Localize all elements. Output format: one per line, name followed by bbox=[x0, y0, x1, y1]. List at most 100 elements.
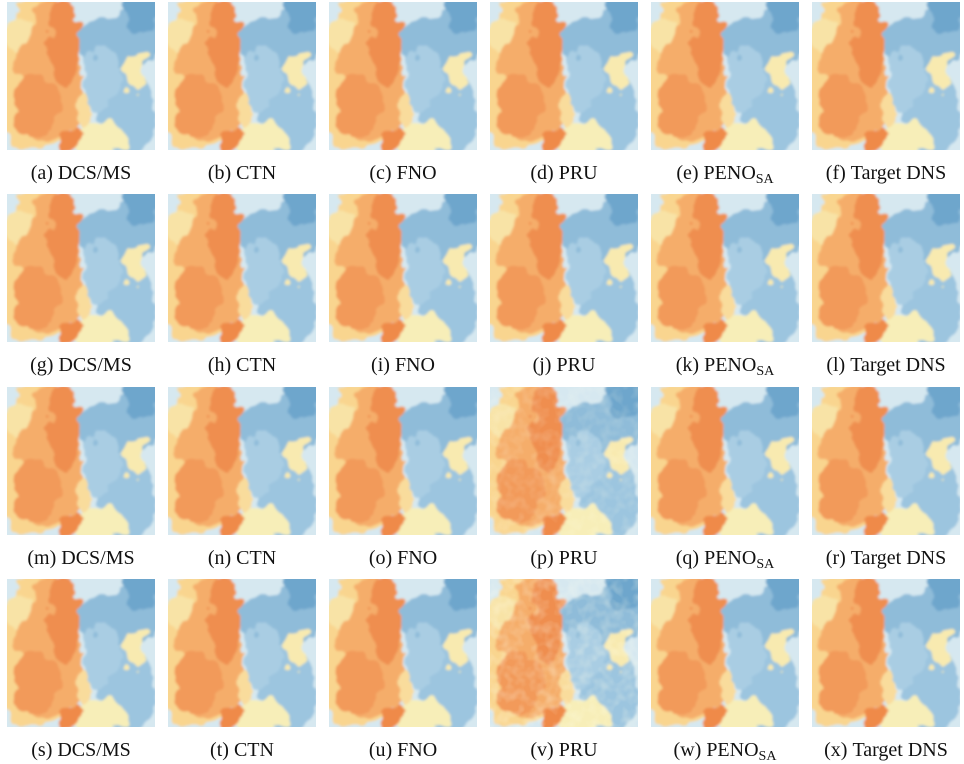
caption-letter: (b) bbox=[208, 162, 231, 184]
field-shapes bbox=[812, 579, 960, 727]
caption-letter: (s) bbox=[31, 739, 52, 761]
caption: (q) PENOSA bbox=[676, 547, 775, 572]
caption: (g) DCS/MS bbox=[30, 354, 132, 376]
caption-name: FNO bbox=[397, 547, 437, 569]
field-pattern bbox=[168, 2, 316, 150]
field-pattern bbox=[168, 387, 316, 535]
caption-letter: (h) bbox=[208, 354, 231, 376]
field-shapes bbox=[329, 194, 477, 342]
caption-name: Target DNS bbox=[851, 162, 946, 184]
caption: (a) DCS/MS bbox=[31, 162, 132, 184]
field-shapes bbox=[329, 387, 477, 535]
caption: (f) Target DNS bbox=[826, 162, 946, 184]
caption: (b) CTN bbox=[208, 162, 276, 184]
field-pattern bbox=[651, 579, 799, 727]
caption: (l) Target DNS bbox=[826, 354, 945, 376]
field-image bbox=[329, 579, 477, 727]
caption-name: PENO bbox=[704, 547, 756, 569]
field-image bbox=[329, 387, 477, 535]
caption-name: CTN bbox=[234, 739, 274, 761]
field-image bbox=[168, 194, 316, 342]
caption-letter: (e) bbox=[676, 162, 698, 184]
caption-letter: (u) bbox=[369, 739, 392, 761]
field-image bbox=[651, 2, 799, 150]
field-pattern bbox=[812, 579, 960, 727]
field-pattern bbox=[329, 387, 477, 535]
caption: (p) PRU bbox=[530, 547, 598, 569]
caption-name: CTN bbox=[236, 547, 276, 569]
field-pattern bbox=[651, 194, 799, 342]
field-shapes bbox=[812, 2, 960, 150]
field-shapes bbox=[651, 2, 799, 150]
field-image bbox=[329, 194, 477, 342]
caption-letter: (i) bbox=[371, 354, 390, 376]
caption: (s) DCS/MS bbox=[31, 739, 130, 761]
field-image bbox=[168, 387, 316, 535]
field-shapes bbox=[812, 387, 960, 535]
field-shapes bbox=[168, 194, 316, 342]
field-pattern bbox=[329, 579, 477, 727]
field-image bbox=[329, 2, 477, 150]
caption-letter: (j) bbox=[533, 354, 552, 376]
field-pattern bbox=[329, 194, 477, 342]
field-texture bbox=[490, 387, 638, 535]
field-image bbox=[7, 194, 155, 342]
field-shapes bbox=[651, 194, 799, 342]
field-pattern bbox=[7, 579, 155, 727]
field-pattern bbox=[168, 194, 316, 342]
caption-letter: (q) bbox=[676, 547, 699, 569]
field-pattern bbox=[168, 579, 316, 727]
caption: (j) PRU bbox=[533, 354, 596, 376]
field-image bbox=[812, 194, 960, 342]
field-pattern bbox=[7, 387, 155, 535]
field-pattern bbox=[812, 194, 960, 342]
caption: (o) FNO bbox=[369, 547, 437, 569]
caption-subscript: SA bbox=[756, 557, 775, 572]
caption-name: PENO bbox=[704, 162, 756, 184]
field-shapes bbox=[7, 579, 155, 727]
caption-name: PRU bbox=[559, 547, 598, 569]
caption-name: FNO bbox=[395, 354, 435, 376]
caption: (u) FNO bbox=[369, 739, 437, 761]
caption-letter: (a) bbox=[31, 162, 53, 184]
field-pattern bbox=[651, 387, 799, 535]
field-image bbox=[812, 2, 960, 150]
caption: (w) PENOSA bbox=[674, 739, 778, 764]
caption-letter: (x) bbox=[824, 739, 847, 761]
field-shapes bbox=[329, 2, 477, 150]
field-pattern bbox=[490, 2, 638, 150]
caption-name: CTN bbox=[236, 354, 276, 376]
field-shapes bbox=[490, 194, 638, 342]
caption-letter: (r) bbox=[826, 547, 846, 569]
field-image bbox=[490, 387, 638, 535]
caption-name: Target DNS bbox=[851, 547, 946, 569]
caption: (m) DCS/MS bbox=[27, 547, 134, 569]
field-image bbox=[7, 2, 155, 150]
caption-letter: (o) bbox=[369, 547, 392, 569]
field-shapes bbox=[490, 2, 638, 150]
caption-letter: (n) bbox=[208, 547, 231, 569]
field-shapes bbox=[168, 579, 316, 727]
field-texture bbox=[490, 579, 638, 727]
caption-name: PENO bbox=[704, 354, 756, 376]
caption-letter: (v) bbox=[530, 739, 553, 761]
field-shapes bbox=[7, 194, 155, 342]
caption: (h) CTN bbox=[208, 354, 276, 376]
field-shapes bbox=[329, 579, 477, 727]
caption: (e) PENOSA bbox=[676, 162, 774, 187]
field-shapes bbox=[168, 2, 316, 150]
field-image bbox=[651, 194, 799, 342]
field-shapes bbox=[651, 579, 799, 727]
caption-letter: (k) bbox=[676, 354, 699, 376]
caption-name: Target DNS bbox=[852, 739, 947, 761]
field-shapes bbox=[7, 387, 155, 535]
caption: (k) PENOSA bbox=[676, 354, 775, 379]
field-pattern bbox=[812, 2, 960, 150]
field-pattern bbox=[7, 2, 155, 150]
caption-name: DCS/MS bbox=[58, 162, 131, 184]
caption-name: DCS/MS bbox=[57, 739, 130, 761]
field-shapes bbox=[168, 387, 316, 535]
caption: (n) CTN bbox=[208, 547, 276, 569]
field-pattern bbox=[7, 194, 155, 342]
